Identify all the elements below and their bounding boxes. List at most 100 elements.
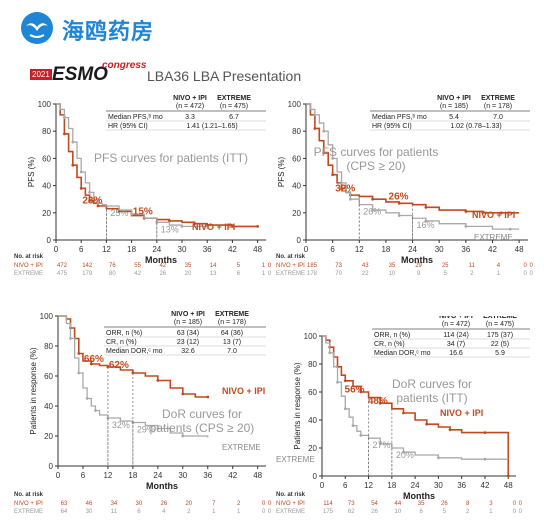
extreme-censor-mark [464, 225, 468, 228]
x-tick-label: 6 [343, 481, 348, 490]
table-header-n: (n = 472) [442, 321, 470, 328]
nivo-ipi-censor-mark [256, 225, 259, 228]
at-risk-value: 5 [443, 509, 447, 515]
y-axis-label: PFS (%) [277, 157, 286, 188]
nivo-ipi-censor-mark [231, 225, 234, 228]
nivo-ipi-censor-mark [402, 411, 405, 415]
extreme-series-label: EXTREME [276, 455, 315, 464]
y-tick-label: 20 [42, 209, 51, 218]
nivo-ipi-censor-mark [499, 211, 503, 215]
table-row-label: Median DOR,ᶜ mo [374, 350, 431, 357]
nivo-ipi-series-label: NIVO + IPI [192, 222, 235, 232]
table-header-n: (n = 185) [440, 103, 468, 110]
y-tick-label: 60 [42, 154, 51, 163]
extreme-censor-mark [313, 113, 317, 117]
y-tick-label: 0 [313, 472, 318, 481]
at-risk-value: 44 [394, 501, 401, 507]
at-risk-value: 9 [417, 271, 421, 277]
at-risk-value: 0 [268, 271, 272, 277]
percent-annotation: 20% [396, 450, 414, 460]
table-row-label: ORR, n (%) [374, 332, 410, 339]
at-risk-value: 63 [61, 501, 68, 507]
at-risk-value: 472 [57, 263, 68, 269]
at-risk-title: No. at risk [14, 492, 44, 498]
at-risk-title: No. at risk [14, 254, 44, 260]
table-cell: 175 (37) [487, 332, 513, 339]
extreme-censor-mark [359, 434, 363, 437]
at-risk-value: 20 [185, 501, 192, 507]
percent-annotation: 23% [82, 196, 102, 207]
at-risk-value: 20 [185, 271, 192, 277]
x-tick-label: 12 [102, 245, 111, 254]
at-risk-value: 29 [415, 263, 422, 269]
table-cell: 16.6 [449, 350, 463, 357]
at-risk-value: 0 [268, 263, 272, 269]
nivo-ipi-censor-mark [331, 173, 335, 177]
table-row-label: CR, n (%) [374, 341, 405, 348]
extreme-censor-mark [336, 380, 339, 384]
at-risk-row-label: EXTREME [276, 271, 305, 277]
y-tick-label: 80 [42, 127, 51, 136]
extreme-censor-mark [508, 227, 512, 231]
x-tick-label: 24 [408, 245, 417, 254]
x-tick-label: 6 [79, 245, 84, 254]
nivo-ipi-censor-mark [448, 428, 452, 432]
at-risk-value: 43 [362, 263, 369, 269]
at-risk-value: 2 [237, 501, 241, 507]
percent-annotation: 56% [345, 385, 365, 396]
at-risk-value: 34 [111, 501, 118, 507]
x-axis-label: Months [145, 255, 177, 265]
y-tick-label: 60 [292, 154, 301, 163]
overlay-caption: PFS curves for patients (ITT) [94, 151, 248, 165]
at-risk-row-label: NIVO + IPI [276, 501, 305, 507]
x-tick-label: 30 [178, 471, 187, 480]
at-risk-value: 1 [262, 263, 266, 269]
extreme-censor-mark [328, 351, 332, 355]
y-tick-label: 20 [308, 444, 317, 453]
at-risk-value: 35 [418, 501, 425, 507]
table-cell: 13 (7) [223, 339, 241, 346]
at-risk-value: 142 [82, 263, 93, 269]
at-risk-title: No. at risk [276, 254, 306, 260]
nivo-ipi-censor-mark [359, 390, 363, 394]
x-tick-label: 36 [203, 471, 212, 480]
extreme-censor-mark [63, 116, 66, 119]
at-risk-value: 42 [134, 271, 141, 277]
at-risk-value: 3 [489, 501, 493, 507]
table-header-arm: EXTREME [215, 311, 249, 318]
nivo-ipi-censor-mark [483, 431, 487, 434]
at-risk-row-label: EXTREME [14, 509, 43, 515]
x-tick-label: 48 [253, 471, 262, 480]
brand-name: 海鸥药房 [62, 20, 155, 45]
at-risk-value: 175 [323, 509, 334, 515]
table-row-label: CR, n (%) [106, 339, 137, 346]
at-risk-value: 35 [389, 263, 396, 269]
y-tick-label: 60 [308, 388, 317, 397]
at-risk-value: 0 [262, 501, 266, 507]
extreme-censor-mark [351, 424, 355, 427]
x-tick-label: 0 [320, 481, 325, 490]
x-tick-label: 18 [387, 481, 396, 490]
at-risk-value: 4 [162, 509, 166, 515]
extreme-series-label: EXTREME [474, 233, 513, 242]
extreme-censor-mark [130, 212, 133, 216]
at-risk-row-label: NIVO + IPI [276, 263, 305, 269]
table-row-label: HR (95% CI) [372, 123, 412, 130]
percent-annotation: 16% [417, 220, 435, 230]
x-tick-label: 42 [488, 245, 497, 254]
x-tick-label: 12 [103, 471, 112, 480]
y-axis-label: PFS (%) [27, 157, 36, 188]
at-risk-value: 76 [109, 263, 116, 269]
conference-year: 2021 [30, 69, 52, 80]
y-tick-label: 100 [40, 312, 54, 321]
x-tick-label: 18 [381, 245, 390, 254]
percent-annotation: 29% [137, 425, 155, 435]
extreme-censor-mark [96, 201, 100, 205]
table-header-n: (n = 475) [220, 103, 248, 110]
x-axis-label: Months [401, 255, 433, 265]
extreme-censor-mark [79, 170, 83, 174]
at-risk-value: 26 [159, 271, 166, 277]
x-tick-label: 18 [128, 471, 137, 480]
